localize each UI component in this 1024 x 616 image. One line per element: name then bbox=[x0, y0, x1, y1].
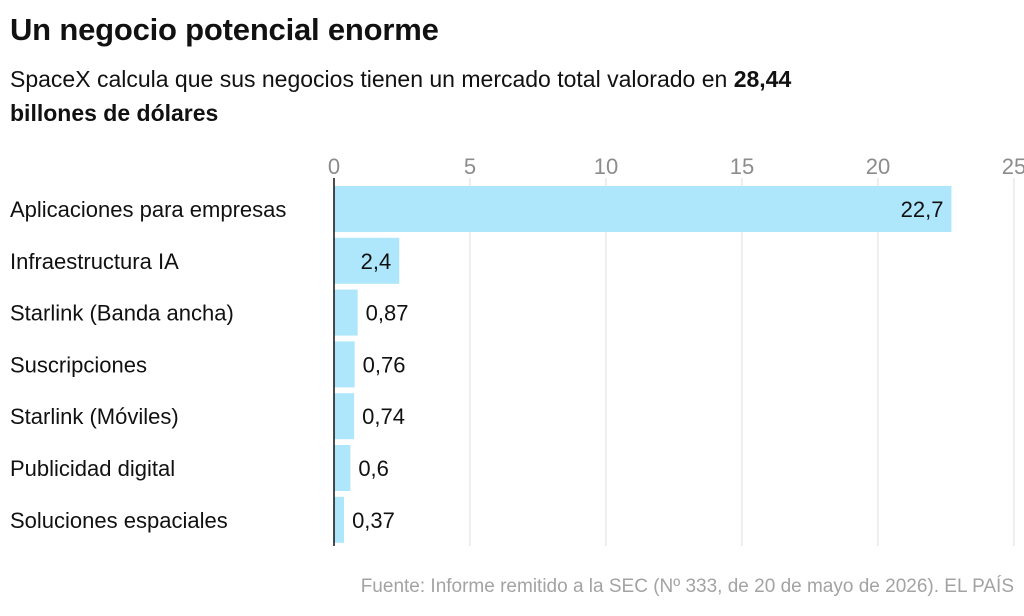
value-label: 22,7 bbox=[901, 197, 944, 222]
value-label: 2,4 bbox=[361, 249, 392, 274]
category-label: Suscripciones bbox=[10, 352, 147, 377]
category-label: Soluciones espaciales bbox=[10, 508, 228, 533]
x-tick-label: 20 bbox=[866, 154, 890, 179]
gridlines bbox=[469, 178, 1015, 546]
bar bbox=[334, 341, 355, 388]
x-axis-ticks: 0 5 10 15 20 25 bbox=[328, 154, 1024, 179]
category-label: Infraestructura IA bbox=[10, 249, 179, 274]
bar bbox=[334, 186, 952, 232]
x-tick-label: 25 bbox=[1002, 154, 1024, 179]
subtitle-highlight-value: 28,44 bbox=[733, 66, 792, 92]
bar bbox=[334, 393, 355, 440]
x-tick-label: 10 bbox=[594, 154, 618, 179]
x-tick-label: 0 bbox=[328, 154, 340, 179]
category-label: Starlink (Móviles) bbox=[10, 404, 179, 429]
subtitle-highlight-unit: billones de dólares bbox=[10, 100, 219, 126]
value-label: 0,76 bbox=[363, 352, 406, 377]
x-tick-label: 5 bbox=[464, 154, 476, 179]
category-label: Starlink (Banda ancha) bbox=[10, 301, 234, 326]
value-label: 0,6 bbox=[358, 456, 389, 481]
category-label: Publicidad digital bbox=[10, 456, 175, 481]
chart-title: Un negocio potencial enorme bbox=[10, 12, 439, 47]
value-label: 0,74 bbox=[362, 404, 405, 429]
value-label: 0,87 bbox=[366, 301, 409, 326]
value-label: 0,37 bbox=[352, 508, 395, 533]
labels: Aplicaciones para empresas 22,7 Infraestru… bbox=[10, 197, 943, 533]
bar bbox=[334, 237, 400, 284]
subtitle-text: SpaceX calcula que sus negocios tienen u… bbox=[10, 66, 734, 92]
category-label: Aplicaciones para empresas bbox=[10, 197, 286, 222]
source-note: Fuente: Informe remitido a la SEC (Nº 33… bbox=[360, 576, 1014, 597]
bar-chart: 0 5 10 15 20 25 Aplicaciones para empresas 22,… bbox=[10, 154, 1024, 546]
chart-subtitle: SpaceX calcula que sus negocios tienen u… bbox=[10, 62, 1000, 130]
x-tick-label: 15 bbox=[730, 154, 754, 179]
bar bbox=[334, 289, 358, 336]
bars bbox=[334, 186, 952, 543]
bar bbox=[334, 496, 345, 543]
bar bbox=[334, 445, 351, 491]
